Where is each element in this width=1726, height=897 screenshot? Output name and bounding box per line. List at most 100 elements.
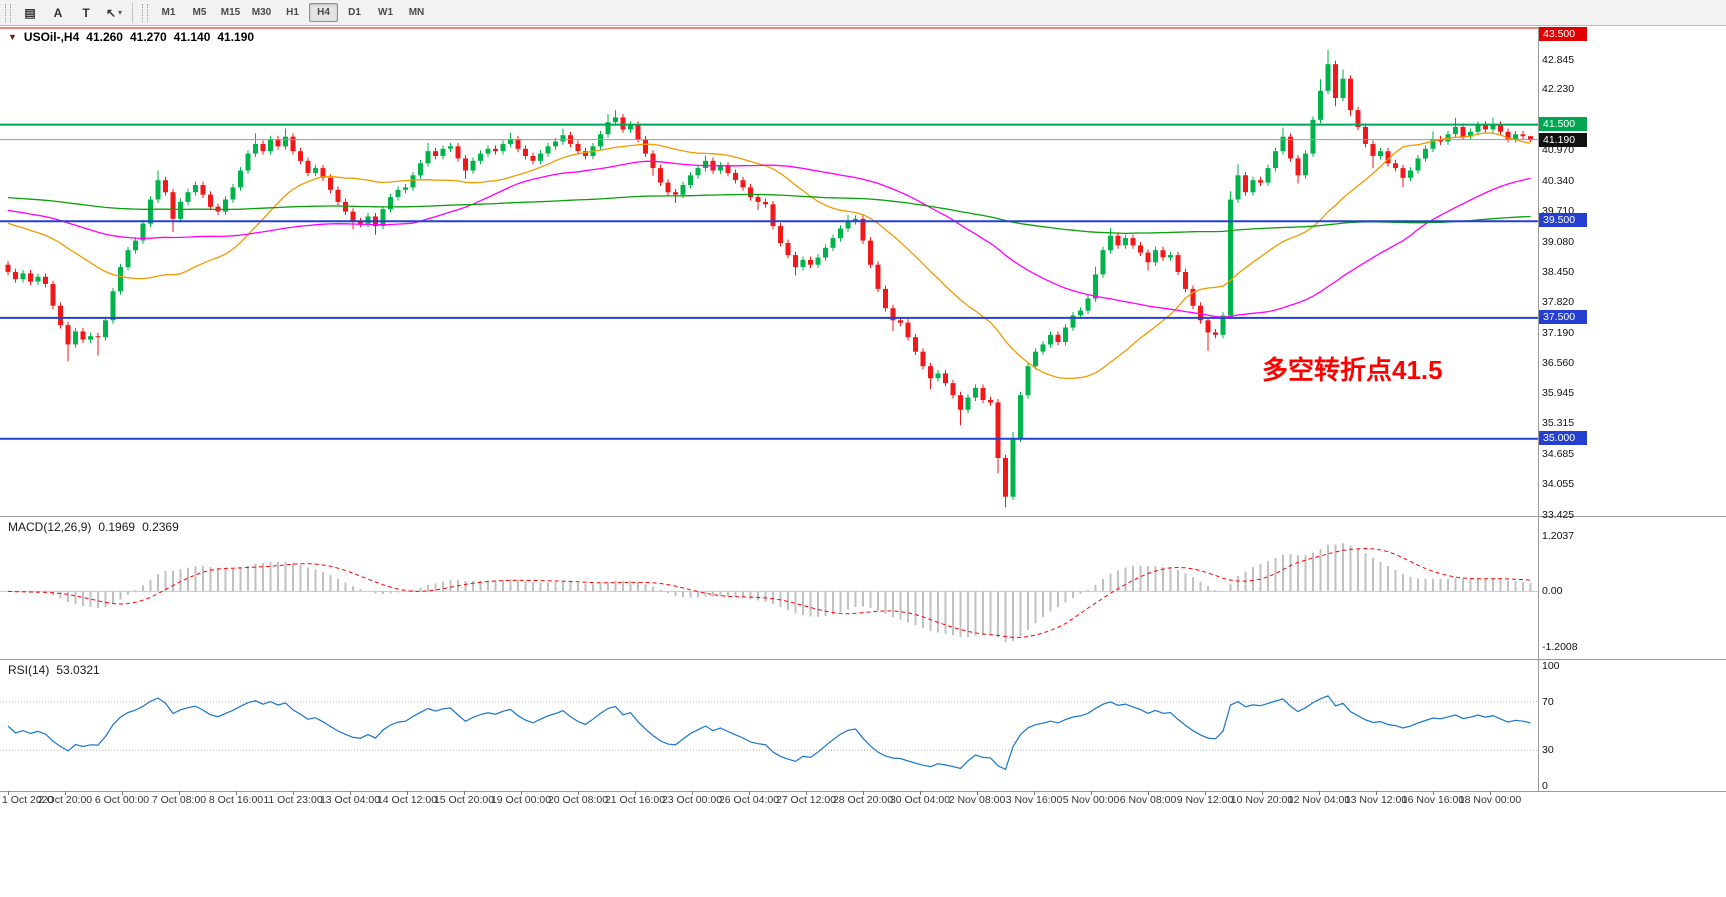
price-scale-tick: 33.425 [1542, 508, 1575, 521]
timeframe-d1[interactable]: D1 [348, 7, 361, 18]
ma-mid-line [7, 160, 1531, 319]
time-label: 6 Oct 00:00 [94, 794, 150, 806]
time-tick [293, 791, 294, 795]
rsi-scale-tick: 100 [1542, 659, 1560, 672]
ohlc-open: 41.260 [86, 30, 123, 44]
time-tick [122, 791, 123, 795]
macd-panel-separator[interactable] [0, 516, 1726, 517]
ma-slow-line [7, 193, 1531, 235]
hline-label-39.500: 39.500 [1539, 213, 1587, 228]
time-tick [1433, 791, 1434, 795]
price-scale-tick: 34.055 [1542, 478, 1575, 491]
timeframe-m5[interactable]: M5 [192, 7, 207, 18]
time-tick [1091, 791, 1092, 795]
time-tick [350, 791, 351, 795]
time-tick [65, 791, 66, 795]
symbol-timeframe-label: USOil-,H4 [23, 30, 80, 44]
time-label: 28 Oct 20:00 [832, 794, 894, 806]
rsi-scale-tick: 0 [1542, 780, 1548, 793]
timeframe-m1[interactable]: M1 [161, 7, 176, 18]
toolbar-drag-handle[interactable] [5, 3, 11, 22]
ohlc-low: 41.140 [173, 30, 211, 44]
chart-title: ▼ USOil-,H4 41.260 41.270 41.140 41.190 [8, 30, 254, 44]
toolbar-separator [132, 2, 133, 23]
time-label: 21 Oct 16:00 [604, 794, 666, 806]
price-scale-tick: 42.845 [1542, 53, 1575, 66]
time-tick [1376, 791, 1377, 795]
price-scale-tick: 40.970 [1542, 144, 1575, 157]
text-label-icon[interactable]: A [53, 5, 63, 20]
time-tick [1148, 791, 1149, 795]
time-label: 15 Oct 20:00 [433, 794, 495, 806]
macd-value-main: 0.1969 [98, 520, 136, 534]
time-tick [521, 791, 522, 795]
time-label: 23 Oct 00:00 [661, 794, 723, 806]
time-label: 13 Nov 12:00 [1344, 794, 1408, 806]
macd-name: MACD(12,26,9) [8, 520, 92, 534]
time-tick [1205, 791, 1206, 795]
time-tick [692, 791, 693, 795]
time-label: 5 Nov 00:00 [1062, 794, 1120, 806]
timeframe-m30[interactable]: M30 [251, 7, 272, 18]
timeframe-h4[interactable]: H4 [309, 3, 338, 22]
rsi-panel-separator[interactable] [0, 659, 1726, 660]
price-scale-tick: 35.945 [1542, 387, 1575, 399]
ohlc-high: 41.270 [129, 30, 167, 44]
time-label: 1 Oct 2020 [2, 794, 54, 806]
time-tick [1034, 791, 1035, 795]
time-tick [806, 791, 807, 795]
time-tick [1490, 791, 1491, 795]
price-scale-divider [1538, 27, 1539, 791]
hline-label-41.500: 41.500 [1539, 116, 1587, 131]
rsi-name: RSI(14) [8, 663, 50, 677]
timeframe-mn[interactable]: MN [408, 7, 425, 18]
time-tick [863, 791, 864, 795]
hline-label-43.500: 43.500 [1539, 27, 1587, 41]
one-click-trading-arrow[interactable]: ▼ [8, 32, 17, 42]
rsi-line [7, 695, 1531, 771]
time-tick [749, 791, 750, 795]
time-tick [1262, 791, 1263, 795]
time-tick [977, 791, 978, 795]
price-scale-tick: 42.230 [1542, 83, 1575, 96]
chart-annotation-text[interactable]: 多空转折点41.5 [1262, 355, 1443, 385]
time-tick [635, 791, 636, 795]
time-label: 12 Nov 04:00 [1287, 794, 1351, 806]
time-label: 27 Oct 12:00 [775, 794, 837, 806]
time-label: 26 Oct 04:00 [718, 794, 780, 806]
text-tool-icon[interactable]: T [82, 5, 90, 20]
tile-windows-icon[interactable]: ▤ [24, 5, 36, 20]
bid-price-label: 41.190 [1539, 132, 1587, 147]
macd-indicator-label: MACD(12,26,9) 0.1969 0.2369 [8, 520, 179, 534]
time-tick [1319, 791, 1320, 795]
time-tick [407, 791, 408, 795]
time-tick [179, 791, 180, 795]
rsi-scale-tick: 70 [1542, 695, 1554, 708]
drawing-tools-group: ▤ A T ↖ ▾ [16, 3, 128, 23]
time-label: 18 Nov 00:00 [1458, 794, 1522, 806]
dropdown-caret-icon[interactable]: ▾ [118, 8, 123, 17]
macd-value-signal: 0.2369 [142, 520, 179, 534]
macd-scale-tick: 0.00 [1542, 585, 1563, 598]
time-label: 11 Oct 23:00 [263, 794, 323, 806]
toolbar-drag-handle[interactable] [142, 3, 148, 22]
hline-label-35.000: 35.000 [1539, 430, 1587, 445]
rsi-value: 53.0321 [56, 663, 100, 677]
ohlc-close: 41.190 [217, 30, 255, 44]
timeframe-m15[interactable]: M15 [220, 7, 241, 18]
arrow-tool-icon[interactable]: ↖ ▾ [105, 5, 123, 20]
timeframe-w1[interactable]: W1 [378, 7, 393, 18]
time-label: 13 Oct 04:00 [319, 794, 381, 806]
time-label: 19 Oct 00:00 [490, 794, 552, 806]
chart-canvas[interactable] [0, 27, 1538, 791]
price-scale-tick: 40.340 [1542, 174, 1575, 187]
time-tick [8, 791, 9, 795]
price-scale-tick: 36.560 [1542, 357, 1575, 370]
price-scale-tick: 39.080 [1542, 235, 1575, 248]
timeframe-h1[interactable]: H1 [286, 7, 299, 18]
time-tick [920, 791, 921, 795]
time-tick [464, 791, 465, 795]
price-scale-tick: 38.450 [1542, 265, 1575, 278]
macd-histogram [14, 543, 1532, 643]
